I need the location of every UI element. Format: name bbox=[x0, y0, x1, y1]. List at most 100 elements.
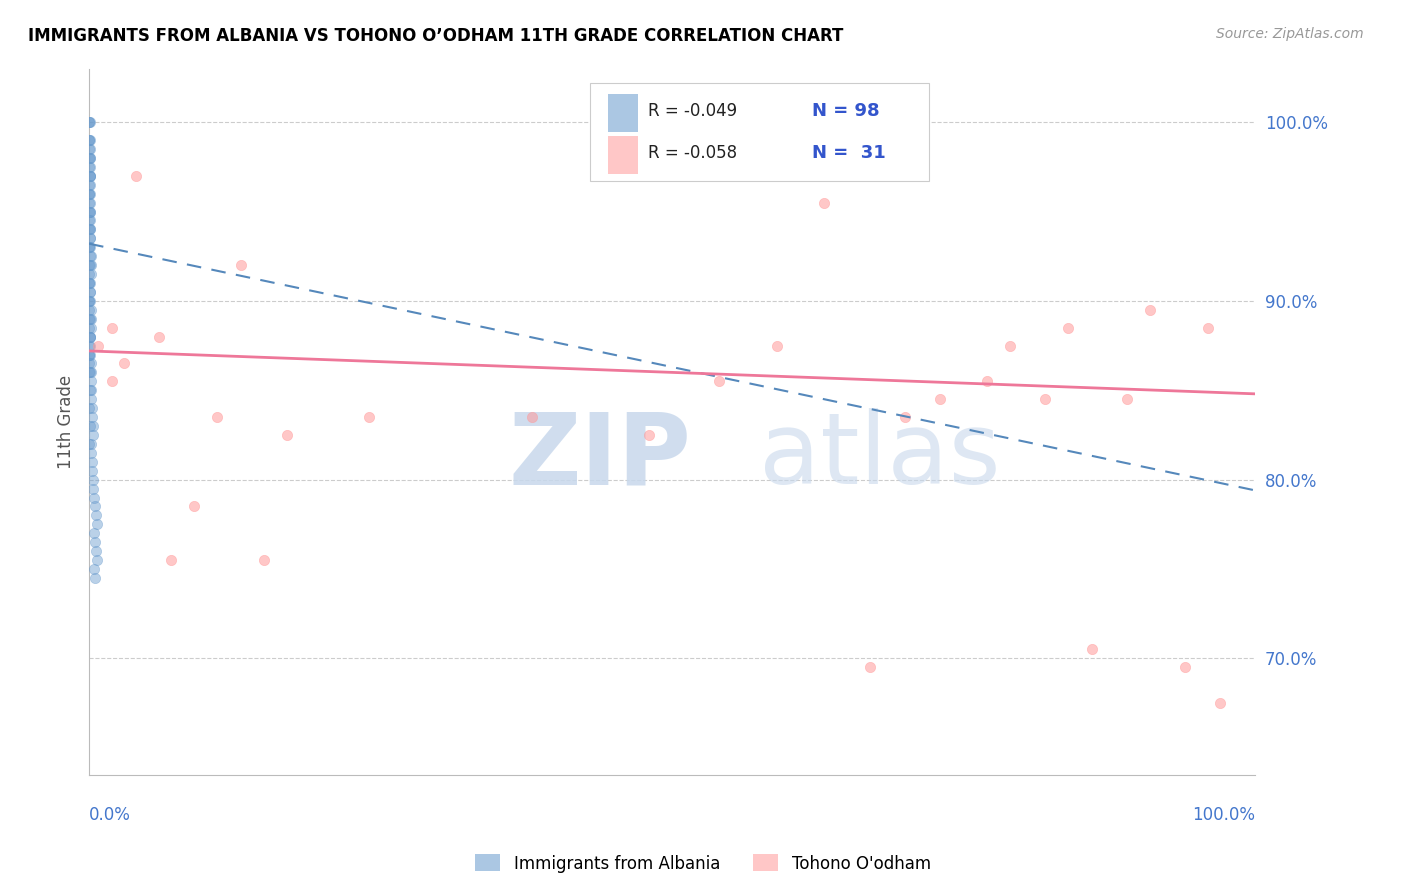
Point bbox=[859, 660, 882, 674]
Point bbox=[79, 437, 101, 451]
Point bbox=[80, 392, 103, 407]
Point bbox=[1174, 660, 1197, 674]
Point bbox=[976, 374, 998, 388]
Point bbox=[112, 356, 135, 370]
Point bbox=[80, 446, 103, 460]
Text: N = 98: N = 98 bbox=[811, 102, 880, 120]
Text: Source: ZipAtlas.com: Source: ZipAtlas.com bbox=[1216, 27, 1364, 41]
Point bbox=[79, 249, 101, 263]
Point bbox=[125, 169, 148, 183]
Point bbox=[79, 186, 101, 201]
Point bbox=[79, 231, 101, 245]
Point bbox=[79, 365, 101, 379]
Point bbox=[79, 338, 101, 352]
Point bbox=[101, 320, 124, 334]
Point bbox=[229, 258, 252, 272]
Point bbox=[79, 186, 101, 201]
Point bbox=[1209, 696, 1232, 710]
Point bbox=[637, 428, 659, 442]
Point bbox=[183, 500, 205, 514]
Point bbox=[82, 482, 104, 496]
Text: ZIP: ZIP bbox=[509, 409, 692, 506]
Point bbox=[79, 347, 101, 361]
Point bbox=[79, 133, 101, 147]
Text: R = -0.058: R = -0.058 bbox=[648, 145, 737, 162]
Point bbox=[79, 285, 101, 299]
Point bbox=[79, 204, 101, 219]
Point bbox=[80, 455, 103, 469]
Point bbox=[79, 347, 101, 361]
Point bbox=[766, 338, 789, 352]
Point bbox=[83, 562, 105, 576]
Point bbox=[1057, 320, 1080, 334]
Text: IMMIGRANTS FROM ALBANIA VS TOHONO O’ODHAM 11TH GRADE CORRELATION CHART: IMMIGRANTS FROM ALBANIA VS TOHONO O’ODHA… bbox=[28, 27, 844, 45]
Point bbox=[83, 491, 105, 505]
Point bbox=[79, 151, 101, 165]
Point bbox=[83, 526, 105, 541]
Point bbox=[79, 151, 101, 165]
Point bbox=[79, 169, 101, 183]
Point bbox=[357, 410, 380, 425]
Point bbox=[83, 500, 105, 514]
Point bbox=[79, 222, 101, 236]
Point bbox=[79, 142, 101, 156]
Point bbox=[82, 473, 104, 487]
Point bbox=[79, 311, 101, 326]
Point bbox=[79, 240, 101, 254]
Point bbox=[87, 338, 110, 352]
Point bbox=[79, 285, 101, 299]
Point bbox=[79, 151, 101, 165]
Point bbox=[84, 508, 107, 523]
Point bbox=[148, 329, 170, 343]
Point bbox=[79, 133, 101, 147]
Text: atlas: atlas bbox=[759, 409, 1001, 506]
Point bbox=[79, 276, 101, 290]
FancyBboxPatch shape bbox=[607, 136, 638, 174]
Point bbox=[79, 213, 101, 227]
Point bbox=[84, 544, 107, 558]
Point bbox=[79, 338, 101, 352]
FancyBboxPatch shape bbox=[591, 83, 928, 181]
Point bbox=[80, 384, 103, 398]
Text: R = -0.049: R = -0.049 bbox=[648, 102, 737, 120]
Point bbox=[83, 535, 105, 549]
Point bbox=[1081, 642, 1104, 657]
Point bbox=[79, 267, 101, 281]
Point bbox=[1033, 392, 1056, 407]
Point bbox=[80, 410, 103, 425]
Point bbox=[79, 169, 101, 183]
Point bbox=[82, 419, 104, 434]
Point bbox=[80, 311, 103, 326]
Point bbox=[79, 302, 101, 317]
Text: 100.0%: 100.0% bbox=[1192, 806, 1256, 824]
Point bbox=[80, 401, 103, 416]
Point bbox=[813, 195, 835, 210]
Point bbox=[80, 320, 103, 334]
Point bbox=[82, 428, 104, 442]
Point bbox=[79, 178, 101, 192]
Point bbox=[80, 464, 103, 478]
Point bbox=[159, 553, 181, 567]
Point bbox=[1197, 320, 1219, 334]
Point bbox=[80, 258, 103, 272]
Point bbox=[520, 410, 543, 425]
Point bbox=[79, 240, 101, 254]
Point bbox=[79, 115, 101, 129]
Point bbox=[79, 258, 101, 272]
Point bbox=[1115, 392, 1137, 407]
Point bbox=[79, 329, 101, 343]
Point bbox=[79, 133, 101, 147]
Point bbox=[276, 428, 298, 442]
Point bbox=[79, 240, 101, 254]
Point bbox=[79, 347, 101, 361]
Point bbox=[79, 204, 101, 219]
Point bbox=[79, 115, 101, 129]
Point bbox=[79, 356, 101, 370]
Point bbox=[79, 204, 101, 219]
Point bbox=[79, 384, 101, 398]
Point bbox=[79, 329, 101, 343]
Point bbox=[79, 302, 101, 317]
Point bbox=[79, 311, 101, 326]
Text: N =  31: N = 31 bbox=[811, 145, 886, 162]
Point bbox=[101, 374, 124, 388]
